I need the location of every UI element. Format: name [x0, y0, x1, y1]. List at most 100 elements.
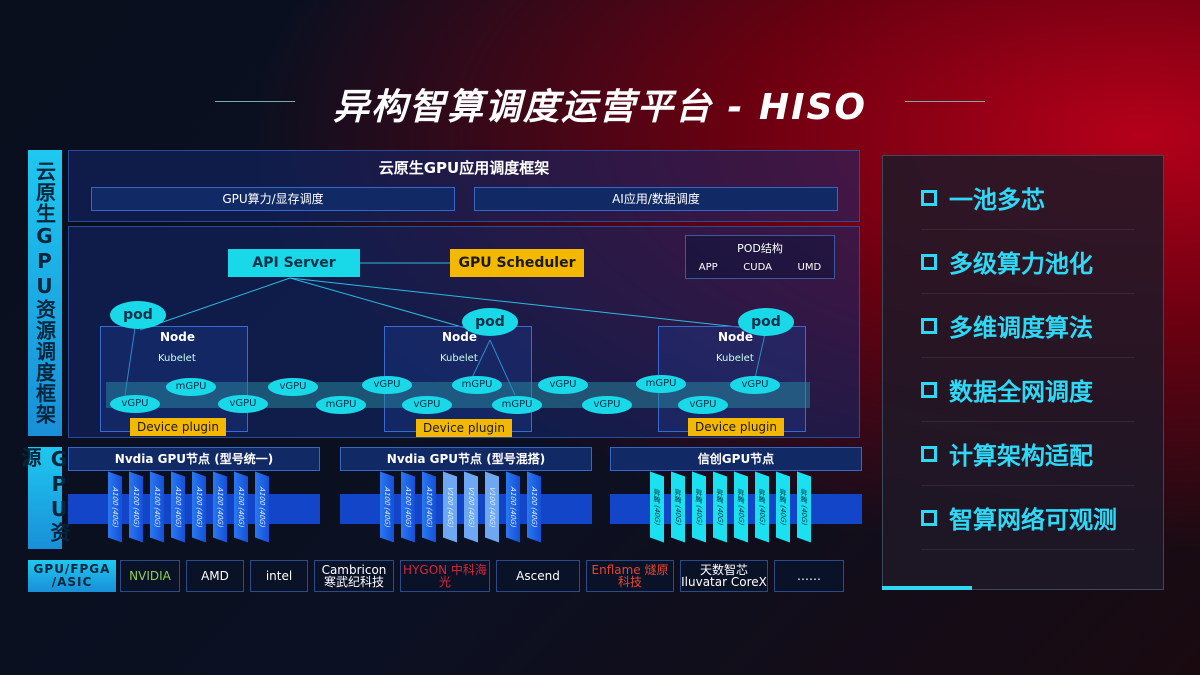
feature-label: 智算网络可观测	[949, 506, 1117, 534]
feature-item: 多级算力池化	[921, 230, 1135, 294]
panel-accent	[882, 586, 972, 590]
vendors-side-label: GPU/FPGA /ASIC	[28, 560, 116, 592]
feature-label: 计算架构适配	[949, 442, 1093, 470]
gpu-card: 昇腾 (40G)	[734, 471, 748, 543]
gpu-card: 昇腾 (40G)	[692, 471, 706, 543]
vgpu: vGPU	[730, 376, 780, 394]
pod-app: APP	[698, 262, 718, 273]
vendor-logo: intel	[250, 560, 308, 592]
feature-label: 多级算力池化	[949, 250, 1093, 278]
vendor-logo: 天数智芯 Iluvatar CoreX	[680, 560, 768, 592]
vendor-logo: ……	[774, 560, 844, 592]
framework-header: 云原生GPU应用调度框架	[378, 159, 550, 177]
pod-structure-title: POD结构	[737, 242, 783, 255]
checkbox-icon	[921, 317, 937, 334]
pod: pod	[462, 308, 518, 336]
node-label: Node	[160, 330, 196, 344]
gpu-card: A100 (40G)	[213, 471, 227, 543]
vgpu: vGPU	[582, 396, 632, 414]
api-server: API Server	[228, 249, 360, 277]
features-panel: 一池多芯多级算力池化 多维调度算法 数据全网调度 计算架构适配 智算网络可观测	[882, 155, 1164, 590]
vgpu: vGPU	[110, 395, 160, 413]
gpu-card: V100 (40G)	[464, 471, 478, 543]
vgpu: vGPU	[218, 395, 268, 413]
checkbox-icon	[921, 445, 937, 462]
gpu-card: 昇腾 (40G)	[650, 471, 664, 543]
feature-item: 数据全网调度	[921, 358, 1135, 422]
node-label: Node	[442, 330, 478, 344]
gpu-card: A100 (40G)	[129, 471, 143, 543]
kubelet-label: Kubelet	[440, 353, 478, 364]
device-plugin: Device plugin	[130, 418, 226, 436]
gpu-card: 昇腾 (40G)	[755, 471, 769, 543]
gpu-node-title: 信创GPU节点	[610, 447, 862, 471]
gpu-card: 昇腾 (40G)	[797, 471, 811, 543]
gpu-node-title: Nvdia GPU节点 (型号统一)	[68, 447, 320, 471]
gpu-scheduler: GPU Scheduler	[450, 249, 584, 277]
gpu-card: 昇腾 (40G)	[713, 471, 727, 543]
feature-item: 计算架构适配	[921, 422, 1135, 486]
mgpu: mGPU	[316, 396, 366, 414]
vendor-row: NVIDIA AMD intel Cambricon 寒武纪科技 HYGON 中科海光 A…	[120, 560, 860, 592]
checkbox-icon	[921, 509, 937, 526]
gpu-card: A100 (40G)	[192, 471, 206, 543]
feature-label: 一池多芯	[949, 186, 1045, 214]
pod-cuda: CUDA	[743, 262, 772, 273]
vgpu: vGPU	[268, 378, 318, 396]
pod-umd: UMD	[797, 262, 822, 273]
gpu-card: A100 (40G)	[171, 471, 185, 543]
vendor-logo: Enflame 燧原科技	[586, 560, 674, 592]
vendor-logo: NVIDIA	[120, 560, 180, 592]
framework-header-panel: 云原生GPU应用调度框架 GPU算力/显存调度 AI应用/数据调度	[68, 150, 860, 222]
gpu-card: A100 (40G)	[401, 471, 415, 543]
title-line-left	[215, 101, 295, 102]
vendor-logo: Cambricon 寒武纪科技	[314, 560, 394, 592]
gpu-card: A100 (40G)	[527, 471, 541, 543]
pod: pod	[110, 301, 166, 329]
checkbox-icon	[921, 381, 937, 398]
gpu-card: A100 (40G)	[108, 471, 122, 543]
gpu-card: A100 (40G)	[422, 471, 436, 543]
vendor-logo: Ascend	[496, 560, 580, 592]
gpu-card: A100 (40G)	[150, 471, 164, 543]
gpu-card: 昇腾 (40G)	[671, 471, 685, 543]
feature-label: 数据全网调度	[949, 378, 1093, 406]
vgpu: vGPU	[538, 376, 588, 394]
gpu-compute-bar: GPU算力/显存调度	[91, 187, 455, 211]
node-label: Node	[718, 330, 754, 344]
gpu-node-title: Nvdia GPU节点 (型号混搭)	[340, 447, 592, 471]
gpu-card: A100 (40G)	[380, 471, 394, 543]
feature-item: 一池多芯	[921, 166, 1135, 230]
gpu-card: A100 (40G)	[506, 471, 520, 543]
pod-structure: POD结构 APP CUDA UMD	[685, 235, 835, 279]
ai-app-bar: AI应用/数据调度	[474, 187, 838, 211]
title-line-right	[905, 101, 985, 102]
feature-label: 多维调度算法	[949, 314, 1093, 342]
vendor-logo: HYGON 中科海光	[400, 560, 490, 592]
gpu-card: A100 (40G)	[234, 471, 248, 543]
vgpu: vGPU	[678, 396, 728, 414]
device-plugin: Device plugin	[416, 419, 512, 437]
page-title: 异构智算调度运营平台 - HISO	[332, 87, 868, 128]
framework-side-label: 云原生GPU资源调度框架	[28, 150, 62, 436]
feature-item: 智算网络可观测	[921, 486, 1135, 550]
node-1	[100, 326, 248, 432]
resources-side-label: GPU资源	[18, 447, 71, 549]
device-plugin: Device plugin	[688, 418, 784, 436]
mgpu: mGPU	[636, 375, 686, 393]
gpu-card: V100 (40G)	[443, 471, 457, 543]
mgpu: mGPU	[452, 376, 502, 394]
vgpu: vGPU	[402, 396, 452, 414]
gpu-card: 昇腾 (40G)	[776, 471, 790, 543]
mgpu: mGPU	[492, 396, 542, 414]
kubelet-label: Kubelet	[158, 353, 196, 364]
kubelet-label: Kubelet	[716, 353, 754, 364]
vendor-logo: AMD	[186, 560, 244, 592]
vgpu: vGPU	[362, 376, 412, 394]
checkbox-icon	[921, 253, 937, 270]
feature-item: 多维调度算法	[921, 294, 1135, 358]
gpu-card: V100 (40G)	[485, 471, 499, 543]
mgpu: mGPU	[166, 378, 216, 396]
checkbox-icon	[921, 189, 937, 206]
